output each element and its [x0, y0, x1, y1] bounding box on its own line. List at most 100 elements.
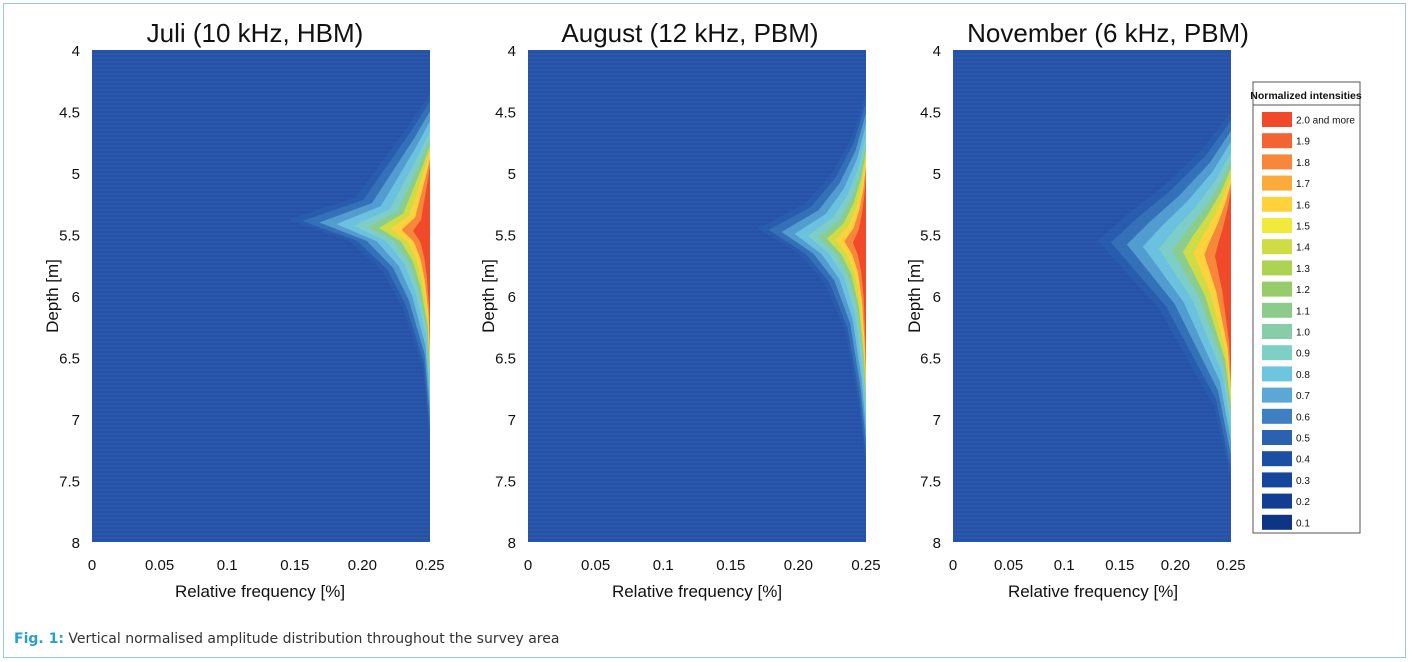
plot-area: [92, 50, 430, 542]
legend-label: 1.2: [1296, 285, 1310, 296]
legend-label: 0.4: [1296, 455, 1310, 466]
y-tick-label: 5.5: [59, 228, 80, 245]
legend-label: 1.6: [1296, 200, 1310, 211]
x-tick-label: 0.05: [581, 557, 610, 574]
caption-text: Vertical normalised amplitude distributi…: [68, 631, 560, 647]
row-stripes: [953, 51, 1231, 541]
y-tick-label: 5: [72, 166, 80, 183]
intensity-band: [401, 158, 430, 356]
legend-items: 2.0 and more 1.9 1.8 1.7 1.6 1.5 1.4 1.3 1.2 1.1 1…: [1262, 112, 1355, 530]
intensity-bands: [1097, 111, 1231, 481]
legend-label: 0.3: [1296, 476, 1310, 487]
y-tick-label: 5.5: [495, 228, 516, 245]
x-tick-label: 0.15: [280, 557, 309, 574]
legend-swatch: [1262, 112, 1292, 127]
y-tick-label: 4: [72, 43, 80, 60]
legend-swatch: [1262, 387, 1292, 403]
legend-swatch: [1262, 493, 1292, 509]
y-tick-label: 6.5: [495, 351, 516, 368]
y-tick-label: 7.5: [920, 474, 941, 491]
y-tick-label: 6: [933, 289, 941, 306]
y-tick-label: 7: [508, 412, 516, 429]
y-tick-label: 7.5: [59, 474, 80, 491]
x-axis-label: Relative frequency [%]: [175, 582, 345, 601]
y-tick-label: 6: [72, 289, 80, 306]
legend-label: 0.2: [1296, 497, 1310, 508]
y-axis-label: Depth [m]: [43, 259, 62, 333]
x-tick-label: 0.25: [415, 557, 444, 574]
legend-swatch: [1262, 260, 1292, 276]
legend-swatch: [1262, 408, 1292, 424]
y-tick-label: 7.5: [495, 474, 516, 491]
x-tick-label: 0.1: [1054, 557, 1075, 574]
y-tick-label: 4.5: [59, 105, 80, 122]
y-tick-labels: 4 4.5 5 5.5 6 6.5 7 7.5 8: [59, 43, 80, 552]
x-tick-label: 0.05: [145, 557, 174, 574]
legend-swatch: [1262, 430, 1292, 445]
legend-label: 1.8: [1296, 158, 1310, 169]
legend-swatch: [1262, 302, 1292, 318]
y-axis-label: Depth [m]: [479, 259, 498, 333]
panel-juli: Juli (10 kHz, HBM) 4 4.5 5 5.5 6 6.5 7 7.5 8 0 0.…: [43, 18, 445, 601]
intensity-band: [853, 172, 866, 367]
legend-label: 2.0 and more: [1296, 116, 1355, 127]
legend-label: 0.9: [1296, 349, 1310, 360]
y-tick-label: 6.5: [59, 351, 80, 368]
legend-label: 1.4: [1296, 243, 1310, 254]
legend-swatch: [1262, 154, 1292, 170]
x-tick-label: 0: [949, 557, 957, 574]
x-tick-label: 0.15: [1105, 557, 1134, 574]
x-tick-label: 0.1: [653, 557, 674, 574]
y-tick-label: 4.5: [495, 105, 516, 122]
y-tick-label: 6.5: [920, 351, 941, 368]
x-tick-label: 0.1: [217, 557, 238, 574]
y-tick-label: 4: [933, 43, 941, 60]
panel-title: August (12 kHz, PBM): [561, 18, 818, 48]
legend-label: 0.6: [1296, 412, 1310, 423]
y-tick-label: 8: [933, 535, 941, 552]
x-tick-label: 0.05: [994, 557, 1023, 574]
y-tick-label: 4.5: [920, 105, 941, 122]
legend-swatch: [1262, 196, 1292, 212]
panel-august: August (12 kHz, PBM) 4 4.5 5 5.5 6 6.5 7 7.5 8 0…: [479, 18, 881, 601]
legend-label: 0.8: [1296, 370, 1310, 381]
x-tick-labels: 0 0.05 0.1 0.15 0.20 0.25: [88, 557, 445, 574]
x-tick-label: 0: [524, 557, 532, 574]
legend-swatch: [1262, 324, 1292, 339]
caption-label: Fig. 1:: [14, 631, 64, 647]
y-tick-label: 5.5: [920, 228, 941, 245]
x-tick-label: 0: [88, 557, 96, 574]
y-tick-labels: 4 4.5 5 5.5 6 6.5 7 7.5 8: [495, 43, 516, 552]
intensity-bands: [757, 93, 866, 469]
legend-label: 0.5: [1296, 434, 1310, 445]
legend-swatch: [1262, 514, 1292, 530]
legend-label: 0.1: [1296, 518, 1310, 529]
legend-swatch: [1262, 472, 1292, 488]
legend-swatch: [1262, 366, 1292, 382]
x-axis-label: Relative frequency [%]: [1008, 582, 1178, 601]
panel-november: November (6 kHz, PBM) 44.555.566.577.58 …: [905, 18, 1249, 601]
plot-area: [953, 50, 1231, 542]
y-tick-label: 7: [72, 412, 80, 429]
legend-label: 0.7: [1296, 391, 1310, 402]
intensity-bands: [288, 93, 430, 444]
legend-label: 1.1: [1296, 306, 1310, 317]
legend-label: 1.3: [1296, 264, 1310, 275]
y-tick-label: 6: [508, 289, 516, 306]
panel-title: November (6 kHz, PBM): [967, 18, 1249, 48]
x-tick-label: 0.20: [784, 557, 813, 574]
color-legend: Normalized intensities 2.0 and more 1.9 1.…: [1250, 81, 1362, 534]
x-tick-label: 0.20: [1161, 557, 1190, 574]
legend-swatch: [1262, 218, 1292, 233]
y-tick-label: 8: [508, 535, 516, 552]
legend-label: 1.7: [1296, 179, 1310, 190]
x-tick-labels: 0 0.05 0.1 0.15 0.20 0.25: [949, 557, 1246, 574]
intensity-band: [844, 165, 866, 376]
legend-label: 1.0: [1296, 328, 1310, 339]
legend-swatch: [1262, 345, 1292, 361]
panel-title: Juli (10 kHz, HBM): [147, 18, 364, 48]
plot-area: [528, 50, 866, 542]
legend-swatch: [1262, 175, 1292, 191]
figure-caption: Fig. 1: Vertical normalised amplitude di…: [14, 631, 559, 647]
